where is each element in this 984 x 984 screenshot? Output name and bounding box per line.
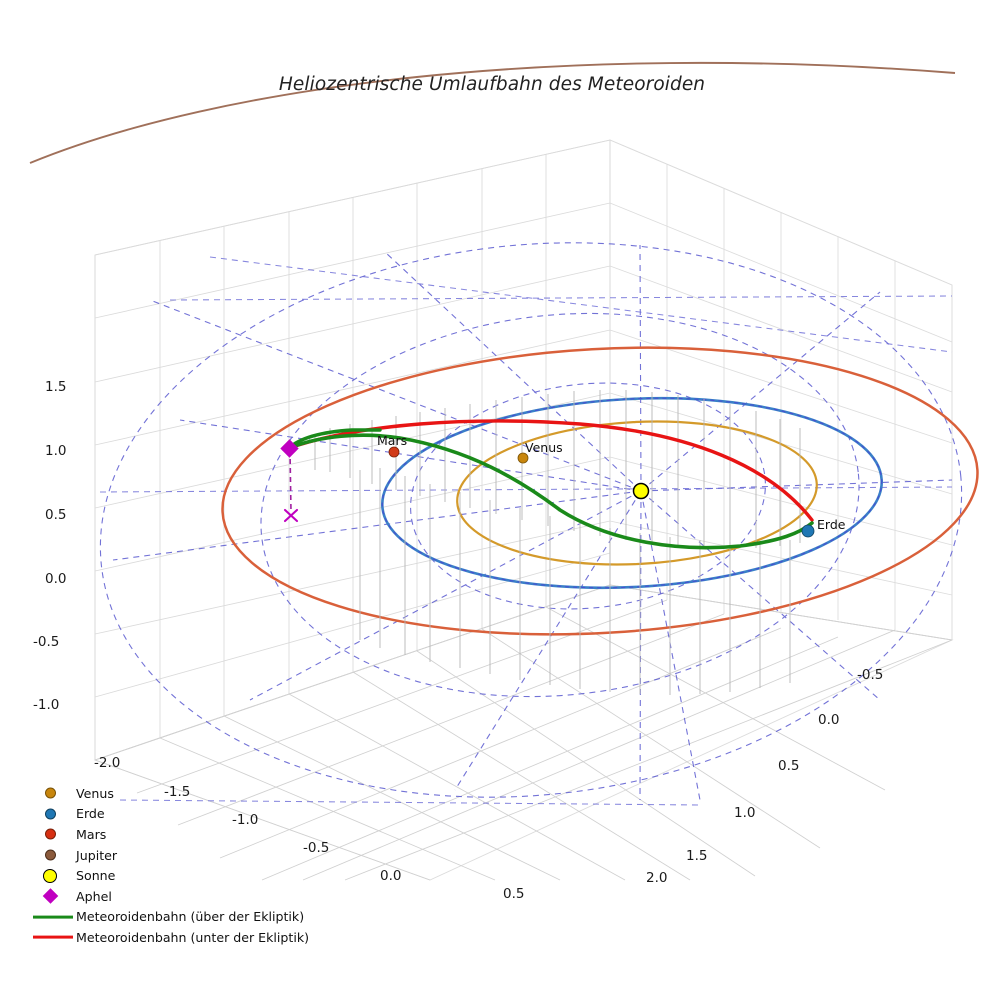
aphel-projection-x (283, 508, 299, 523)
legend-item-bahn-unter[interactable]: Meteoroidenbahn (unter der Ekliptik) (30, 927, 330, 948)
marker-erde (801, 524, 815, 538)
xtick-neg1.5: -1.5 (164, 784, 191, 800)
legend-aphel-marker-icon (30, 886, 76, 906)
legend-erde-marker-icon (30, 804, 76, 824)
legend-mars-marker-icon (30, 824, 76, 844)
legend-item-sonne[interactable]: Sonne (30, 865, 330, 886)
legend-label-bahn-ueber: Meteoroidenbahn (über der Ekliptik) (76, 909, 305, 925)
annotation-mars: Mars (377, 433, 408, 448)
ytick2-1.0: 1.0 (734, 805, 756, 821)
orbit-mars (221, 346, 979, 636)
ytick2-neg0.5: -0.5 (857, 667, 884, 683)
grid-floor (94, 584, 953, 881)
xtick-neg1.0: -1.0 (232, 812, 259, 828)
aphel-marker (280, 439, 299, 458)
ytick-1.0: 1.0 (45, 443, 67, 459)
ytick-0.0: 0.0 (45, 571, 67, 587)
marker-mars (388, 446, 400, 458)
ytick-neg0.5: -0.5 (33, 634, 60, 650)
polar-grid (99, 242, 963, 801)
legend-item-bahn-ueber[interactable]: Meteoroidenbahn (über der Ekliptik) (30, 907, 330, 928)
legend-green-line-icon (30, 907, 76, 927)
legend-label-jupiter: Jupiter (76, 847, 118, 863)
legend-sonne-marker-icon (30, 866, 76, 886)
ytick2-0.5: 0.5 (778, 758, 800, 774)
annotation-venus: Venus (525, 440, 563, 455)
xtick-1.5: 1.5 (686, 848, 708, 864)
annotation-erde: Erde (817, 517, 846, 532)
orbit-erde-dashed (381, 397, 883, 589)
xtick-0.5: 0.5 (503, 886, 525, 902)
xtick-0.0: 0.0 (380, 868, 402, 884)
legend-label-sonne: Sonne (76, 868, 116, 884)
meteoroid-orbit-above (287, 433, 814, 550)
legend-venus-marker-icon (30, 783, 76, 803)
ytick-neg1.0: -1.0 (33, 697, 60, 713)
legend-item-venus[interactable]: Venus (30, 783, 330, 804)
legend-item-erde[interactable]: Erde (30, 804, 330, 825)
legend-label-erde: Erde (76, 806, 105, 822)
xtick-neg2.0: -2.0 (94, 755, 121, 771)
legend-item-aphel[interactable]: Aphel (30, 886, 330, 907)
ytick2-0.0: 0.0 (818, 712, 840, 728)
legend-label-venus: Venus (76, 785, 114, 801)
legend-label-mars: Mars (76, 826, 107, 842)
legend-item-jupiter[interactable]: Jupiter (30, 845, 330, 866)
orbit-jupiter (29, 61, 956, 164)
grid-back-left (94, 139, 611, 761)
marker-venus (517, 452, 529, 464)
marker-sonne (632, 482, 650, 500)
legend: Venus Erde Mars Jupiter Sonne (30, 783, 330, 948)
xtick-2.0: 2.0 (646, 870, 668, 886)
ytick-0.5: 0.5 (45, 507, 67, 523)
legend-item-mars[interactable]: Mars (30, 824, 330, 845)
aphel-dropline (289, 449, 292, 513)
legend-red-line-icon (30, 927, 76, 947)
legend-label-aphel: Aphel (76, 888, 112, 904)
xtick-neg0.5: -0.5 (303, 840, 330, 856)
legend-jupiter-marker-icon (30, 845, 76, 865)
polar-grid-extra (99, 256, 953, 806)
ytick-1.5: 1.5 (45, 379, 67, 395)
page-title: Heliozentrische Umlaufbahn des Meteoroid… (278, 74, 706, 95)
legend-label-bahn-unter: Meteoroidenbahn (unter der Ekliptik) (76, 929, 310, 945)
orbit-venus (456, 420, 818, 566)
